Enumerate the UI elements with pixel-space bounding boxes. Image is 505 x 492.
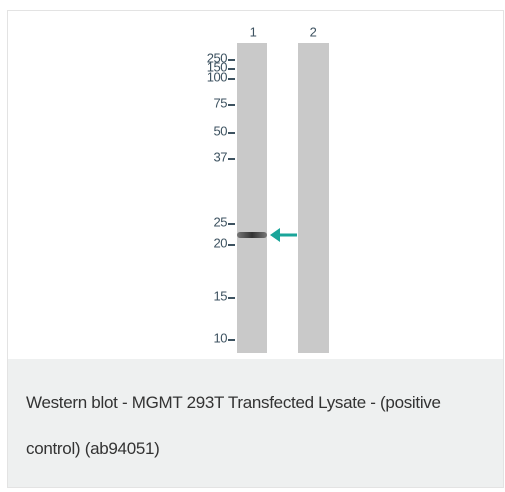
band: [237, 232, 267, 238]
marker-label: 37: [214, 149, 228, 164]
marker-label: 100: [207, 69, 227, 84]
caption: Western blot - MGMT 293T Transfected Lys…: [8, 359, 503, 487]
marker-label: 20: [214, 235, 228, 250]
arrow: [270, 228, 297, 242]
lane-label: 2: [310, 24, 317, 39]
lane: [298, 43, 329, 353]
marker-label: 25: [214, 214, 228, 229]
page: 1 2 25015010075503725201510 Western blot…: [0, 0, 505, 492]
lane-label: 1: [250, 24, 257, 39]
marker-label: 10: [214, 330, 228, 345]
marker-label: 15: [214, 288, 228, 303]
marker-label: 50: [214, 123, 228, 138]
lane: [237, 43, 267, 353]
marker-label: 75: [214, 95, 228, 110]
